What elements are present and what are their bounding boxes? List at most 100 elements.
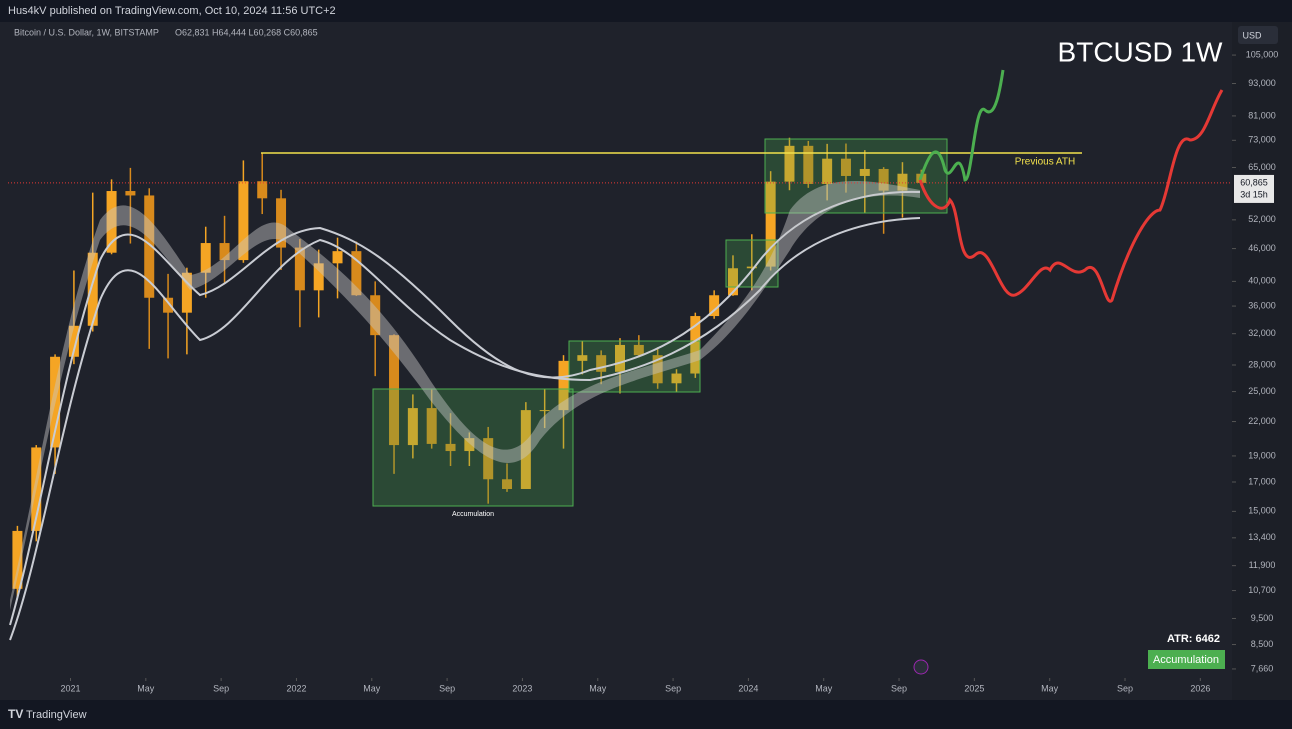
y-tick-label: 17,000 [1248, 476, 1276, 486]
y-tick-label: 22,000 [1248, 416, 1276, 426]
box-label: Accumulation [452, 511, 494, 518]
candle-body [181, 272, 192, 313]
y-tick-label: 40,000 [1248, 276, 1276, 286]
candle-body [50, 356, 61, 448]
candle-body [897, 173, 908, 191]
x-tick-label: 2025 [964, 683, 984, 693]
candle-body [407, 408, 418, 446]
candle-body [125, 191, 136, 196]
y-tick-label: 81,000 [1248, 110, 1276, 120]
x-tick-label: 2026 [1190, 683, 1210, 693]
last-price-box [1234, 174, 1274, 203]
candle-body [163, 297, 174, 313]
candle-body [558, 360, 569, 411]
candle-body [784, 145, 795, 182]
x-tick-label: 2022 [286, 683, 306, 693]
last-price-label: 60,865 [1240, 177, 1268, 187]
candle-body [615, 344, 625, 372]
x-tick-label: Sep [891, 683, 907, 693]
candle-body [746, 266, 757, 269]
candle-body [200, 243, 211, 273]
y-tick-label: 9,500 [1251, 613, 1274, 623]
candle-body [31, 447, 42, 531]
brand-logo: TV [8, 707, 23, 721]
candle-body [709, 295, 720, 317]
y-tick-label: 28,000 [1248, 359, 1276, 369]
x-tick-label: Sep [665, 683, 681, 693]
candle-body [633, 344, 644, 356]
candle-body [822, 158, 833, 184]
chart-title: BTCUSD 1W [1058, 36, 1223, 67]
accumulation-box [372, 388, 574, 507]
footer [0, 700, 1292, 729]
candle-body [389, 335, 400, 446]
y-tick-label: 46,000 [1248, 243, 1276, 253]
candle-body [840, 158, 851, 176]
x-tick-label: Sep [1117, 683, 1133, 693]
brand: TradingView [26, 709, 87, 721]
x-tick-label: 2024 [738, 683, 758, 693]
x-tick-label: May [1041, 683, 1059, 693]
y-tick-label: 15,000 [1248, 506, 1276, 516]
candle-body [370, 295, 381, 336]
bear-projection [918, 89, 1224, 303]
y-tick-label: 73,000 [1248, 135, 1276, 145]
x-tick-label: May [137, 683, 155, 693]
x-tick-label: Sep [213, 683, 229, 693]
y-tick-label: 10,700 [1248, 585, 1276, 595]
y-tick-label: 105,000 [1246, 49, 1279, 59]
countdown: 3d 15h [1240, 189, 1268, 199]
candle-body [144, 195, 155, 298]
candle-body [87, 252, 98, 326]
badge: Accumulation [1153, 654, 1219, 666]
candle-body [68, 325, 79, 357]
ath-label: Previous ATH [1015, 157, 1075, 168]
currency-box [1238, 26, 1278, 44]
candle-body [12, 530, 23, 589]
candle-body [803, 145, 814, 184]
candle-body [238, 181, 249, 261]
candle-body [106, 191, 117, 253]
candle-body [257, 181, 268, 199]
y-tick-label: 7,660 [1251, 663, 1274, 673]
y-tick-label: 8,500 [1251, 639, 1274, 649]
candle-body [596, 355, 607, 372]
event-icon[interactable] [913, 659, 929, 675]
candle-body [464, 438, 475, 452]
candle-body [445, 443, 456, 452]
moving-average [9, 190, 921, 626]
candle-body [577, 355, 588, 361]
candle-body [483, 438, 494, 480]
price-axis [1232, 22, 1292, 700]
y-tick-label: 65,000 [1248, 162, 1276, 172]
candle-body [539, 410, 550, 412]
ohlc: O62,831 H64,444 L60,268 C60,865 [175, 27, 318, 37]
accumulation-box [764, 138, 948, 214]
candle-body [652, 355, 663, 384]
y-tick-label: 32,000 [1248, 328, 1276, 338]
candle-body [765, 181, 776, 267]
publisher: Hus4kV published on TradingView.com, Oct… [8, 5, 336, 17]
candle-body [878, 168, 889, 191]
y-tick-label: 25,000 [1248, 386, 1276, 396]
candle-body [859, 168, 870, 176]
candle-body [727, 268, 738, 296]
x-tick-label: 2023 [512, 683, 532, 693]
y-tick-label: 19,000 [1248, 450, 1276, 460]
candle-body [332, 251, 343, 264]
x-tick-label: Sep [439, 683, 455, 693]
moving-average [9, 217, 921, 641]
candle-body [351, 251, 362, 296]
currency: USD [1242, 30, 1262, 40]
y-tick-label: 13,400 [1248, 532, 1276, 542]
y-tick-label: 11,900 [1249, 560, 1276, 570]
bull-projection [918, 69, 1005, 182]
x-tick-label: May [589, 683, 607, 693]
candle-body [313, 263, 324, 291]
x-tick-label: 2021 [60, 683, 80, 693]
badge-box [1148, 650, 1225, 669]
y-tick-label: 93,000 [1248, 78, 1276, 88]
atr: ATR: 6462 [1167, 633, 1220, 645]
top-bar [0, 0, 1292, 22]
